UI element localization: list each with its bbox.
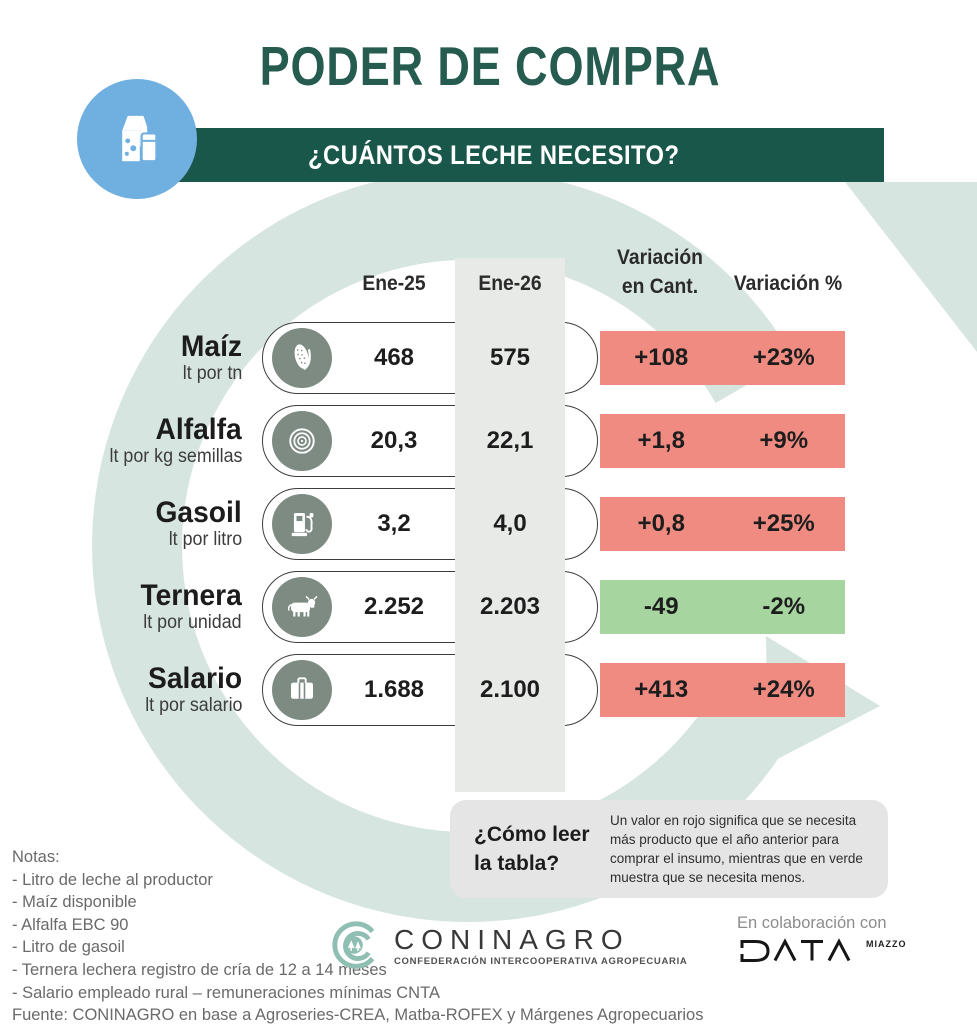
variation-quantity: +1,8 bbox=[637, 427, 685, 454]
value-ene25: 20,3 bbox=[370, 427, 418, 454]
row-label: Ternera lt por unidad bbox=[0, 571, 242, 643]
hay-bale-icon bbox=[272, 411, 332, 471]
ene26-column-band bbox=[455, 258, 565, 792]
row-name: Salario bbox=[147, 662, 242, 695]
row-unit: lt por kg semillas bbox=[108, 446, 242, 467]
row-unit: lt por unidad bbox=[143, 612, 242, 633]
value-ene25: 3,2 bbox=[377, 510, 411, 537]
variation-percent: +24% bbox=[752, 676, 815, 703]
value-ene25: 468 bbox=[373, 344, 415, 371]
data-miazzo-logo: MIAZZO bbox=[737, 938, 907, 964]
table-row-alfalfa: Alfalfa lt por kg semillas 20,3 22,1 +1,… bbox=[0, 405, 860, 477]
table-row-salario: Salario lt por salario 1.688 2.100 +413 … bbox=[0, 654, 860, 726]
notes-block: Notas: - Litro de leche al productor - M… bbox=[12, 846, 703, 1027]
variation-band: -49 -2% bbox=[600, 580, 845, 634]
col-header-variacion-cant: Variación en Cant. bbox=[603, 243, 717, 301]
note-item: - Litro de leche al productor bbox=[12, 870, 213, 889]
variation-band: +413 +24% bbox=[600, 663, 845, 717]
how-to-read-body: Un valor en rojo significa que se necesi… bbox=[610, 813, 863, 885]
value-ene26: 2.203 bbox=[479, 593, 541, 620]
col-header-variacion-line2: en Cant. bbox=[621, 275, 699, 298]
table-row-gasoil: Gasoil lt por litro 3,2 4,0 +0,8 +25% bbox=[0, 488, 860, 560]
row-label: Maíz lt por tn bbox=[0, 322, 242, 394]
value-ene25: 2.252 bbox=[363, 593, 425, 620]
row-label: Gasoil lt por litro bbox=[0, 488, 242, 560]
fuel-pump-icon bbox=[272, 494, 332, 554]
variation-percent: +25% bbox=[752, 510, 815, 537]
variation-band: +0,8 +25% bbox=[600, 497, 845, 551]
note-item: - Ternera lechera registro de cría de 12… bbox=[12, 960, 387, 979]
row-unit: lt por tn bbox=[182, 363, 242, 384]
subtitle-banner: ¿CUÁNTOS LECHE NECESITO? bbox=[158, 128, 884, 182]
milk-carton-and-glass-icon bbox=[122, 115, 158, 163]
note-item: - Salario empleado rural – remuneracione… bbox=[12, 983, 440, 1002]
collaboration-label: En colaboración con bbox=[737, 914, 887, 932]
col-header-variacion-line1: Variación bbox=[617, 246, 703, 269]
coninagro-logo-mark bbox=[332, 921, 375, 969]
row-name: Ternera bbox=[140, 579, 242, 612]
note-item: - Litro de gasoil bbox=[12, 938, 125, 957]
source-line: Fuente: CONINAGRO en base a Agroseries-C… bbox=[12, 1006, 704, 1025]
coninagro-logo: CONINAGRO CONFEDERACIÓN INTERCOOPERATIVA… bbox=[328, 918, 687, 974]
milk-badge bbox=[77, 79, 197, 199]
miazzo-label: MIAZZO bbox=[866, 939, 907, 949]
variation-percent: +9% bbox=[759, 427, 809, 454]
table-row-ternera: Ternera lt por unidad 2.252 2.203 -49 -2… bbox=[0, 571, 860, 643]
coninagro-subtitle: CONFEDERACIÓN INTERCOOPERATIVA AGROPECUA… bbox=[394, 956, 688, 967]
value-ene26: 575 bbox=[489, 344, 531, 371]
col-header-ene25: Ene-25 bbox=[362, 272, 426, 295]
cow-icon bbox=[272, 577, 332, 637]
subtitle-banner-text: ¿CUÁNTOS LECHE NECESITO? bbox=[308, 139, 680, 170]
row-name: Gasoil bbox=[155, 496, 242, 529]
variation-quantity: +0,8 bbox=[637, 510, 685, 537]
coninagro-wordmark: CONINAGRO bbox=[394, 924, 630, 955]
variation-percent: -2% bbox=[762, 593, 806, 620]
row-unit: lt por litro bbox=[168, 529, 242, 550]
variation-quantity: -49 bbox=[643, 593, 679, 620]
data-wordmark bbox=[740, 938, 851, 962]
row-label: Alfalfa lt por kg semillas bbox=[0, 405, 242, 477]
briefcase-icon bbox=[272, 660, 332, 720]
value-ene26: 22,1 bbox=[486, 427, 534, 454]
variation-quantity: +413 bbox=[634, 676, 689, 703]
row-name: Maíz bbox=[180, 330, 242, 363]
note-item: - Maíz disponible bbox=[12, 893, 137, 912]
value-ene25: 1.688 bbox=[363, 676, 425, 703]
variation-quantity: +108 bbox=[634, 344, 689, 371]
variation-percent: +23% bbox=[752, 344, 815, 371]
row-unit: lt por salario bbox=[144, 695, 242, 716]
note-item: - Alfalfa EBC 90 bbox=[12, 915, 129, 934]
how-to-read-title: ¿Cómo leer la tabla? bbox=[474, 820, 596, 878]
row-name: Alfalfa bbox=[155, 413, 242, 446]
value-ene26: 4,0 bbox=[493, 510, 527, 537]
how-to-read-title-line2: la tabla? bbox=[474, 852, 560, 875]
variation-band: +1,8 +9% bbox=[600, 414, 845, 468]
notes-label: Notas: bbox=[12, 848, 60, 866]
col-header-variacion-pct: Variación % bbox=[733, 272, 843, 295]
corn-icon bbox=[272, 328, 332, 388]
how-to-read-box: ¿Cómo leer la tabla? Un valor en rojo si… bbox=[450, 800, 888, 898]
page-title: PODER DE COMPRA bbox=[259, 35, 721, 97]
how-to-read-title-line1: ¿Cómo leer bbox=[474, 823, 590, 846]
table-row-maiz: Maíz lt por tn 468 575 +108 +23% bbox=[0, 322, 860, 394]
value-ene26: 2.100 bbox=[479, 676, 541, 703]
row-label: Salario lt por salario bbox=[0, 654, 242, 726]
variation-band: +108 +23% bbox=[600, 331, 845, 385]
col-header-ene26: Ene-26 bbox=[478, 272, 542, 295]
